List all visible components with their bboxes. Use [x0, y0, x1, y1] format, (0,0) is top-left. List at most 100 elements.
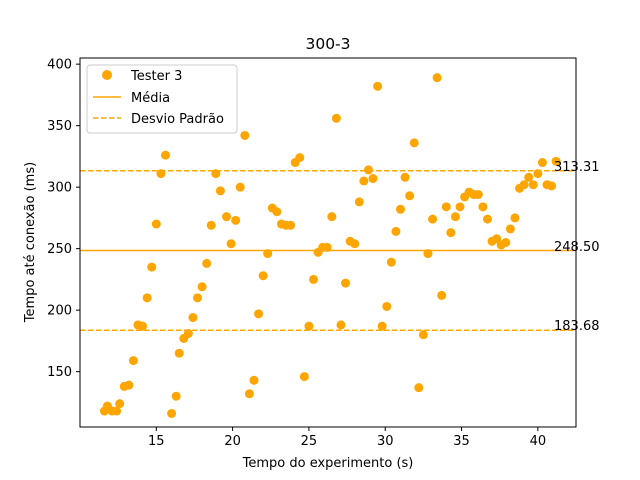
data-point [309, 274, 319, 284]
data-point [211, 169, 221, 179]
legend-marker-scatter [102, 70, 112, 80]
data-point [193, 293, 203, 303]
lower-line-label: 183.68 [554, 319, 600, 334]
data-point [231, 215, 241, 225]
data-point [304, 321, 314, 331]
x-axis-title: Tempo do experimento (s) [242, 456, 414, 471]
data-point [382, 301, 392, 311]
y-tick-label: 350 [47, 119, 72, 134]
data-point [115, 399, 125, 409]
data-point [299, 372, 309, 382]
data-point [533, 169, 543, 179]
data-point [322, 242, 332, 252]
data-point [295, 153, 305, 163]
data-point [151, 219, 161, 229]
data-point [450, 212, 460, 222]
data-point [244, 389, 254, 399]
data-point [128, 356, 138, 366]
data-point [331, 113, 341, 123]
legend-label-scatter: Tester 3 [130, 69, 182, 84]
data-point [551, 156, 561, 166]
data-point [473, 190, 483, 200]
y-tick-label: 250 [47, 242, 72, 257]
y-tick-label: 300 [47, 181, 72, 196]
data-point [354, 197, 364, 207]
data-point [478, 202, 488, 212]
data-point [547, 181, 557, 191]
data-point [386, 257, 396, 267]
data-point [437, 290, 447, 300]
data-point [171, 391, 181, 401]
data-point [254, 309, 264, 319]
data-point [501, 238, 511, 247]
y-tick-label: 150 [47, 365, 72, 380]
x-tick-label: 20 [224, 434, 241, 449]
data-point [240, 130, 250, 140]
y-axis-ticks: 150 200 250 300 350 400 [47, 58, 80, 380]
y-tick-label: 200 [47, 304, 72, 319]
data-point [174, 348, 184, 358]
data-point [263, 249, 273, 259]
data-points [99, 73, 561, 418]
chart-title: 300-3 [305, 35, 350, 53]
data-point [405, 191, 415, 201]
data-point [142, 293, 152, 303]
data-point [373, 81, 383, 91]
data-point [428, 214, 438, 224]
x-axis-ticks: 15 20 25 30 35 40 [148, 427, 546, 449]
mean-line-label: 248.50 [554, 240, 600, 255]
data-point [160, 150, 170, 160]
data-point [138, 321, 148, 331]
data-point [147, 262, 157, 272]
data-point [206, 220, 216, 230]
plot-frame [79, 57, 577, 428]
data-point [272, 207, 282, 217]
data-point [409, 138, 419, 148]
data-point [363, 165, 373, 175]
data-point [446, 228, 456, 238]
legend-label-std: Desvio Padrão [131, 112, 224, 127]
data-point [505, 224, 515, 234]
data-point [414, 383, 424, 393]
data-point [492, 234, 502, 244]
data-point [418, 330, 428, 340]
data-point [391, 226, 401, 236]
data-point [226, 239, 236, 249]
data-point [167, 408, 177, 418]
data-point [336, 320, 346, 330]
data-point [124, 380, 134, 390]
data-point [202, 258, 212, 268]
y-tick-label: 400 [47, 58, 72, 73]
data-point [258, 271, 268, 281]
data-point [537, 158, 547, 168]
data-point [359, 176, 369, 186]
data-point [524, 172, 534, 182]
x-tick-label: 35 [453, 434, 470, 449]
data-point [222, 212, 232, 222]
data-point [519, 180, 529, 190]
data-point [188, 313, 198, 323]
data-point [528, 180, 538, 190]
y-axis-title: Tempo até conexão (ms) [23, 162, 38, 323]
data-point [455, 202, 465, 212]
legend: Tester 3 Média Desvio Padrão [86, 64, 238, 134]
data-point [510, 213, 520, 223]
x-tick-label: 30 [377, 434, 394, 449]
data-point [327, 212, 337, 222]
data-point [235, 182, 245, 192]
data-point [112, 406, 122, 416]
legend-box [86, 64, 238, 134]
x-tick-label: 15 [148, 434, 165, 449]
data-point [441, 202, 451, 212]
data-point [183, 329, 193, 339]
x-tick-label: 40 [530, 434, 547, 449]
data-point [249, 375, 259, 385]
data-point [395, 204, 405, 214]
data-point [423, 249, 433, 259]
data-point [368, 174, 378, 184]
data-point [286, 220, 296, 230]
data-point [197, 282, 207, 292]
data-point [482, 214, 492, 224]
data-point [350, 239, 360, 249]
